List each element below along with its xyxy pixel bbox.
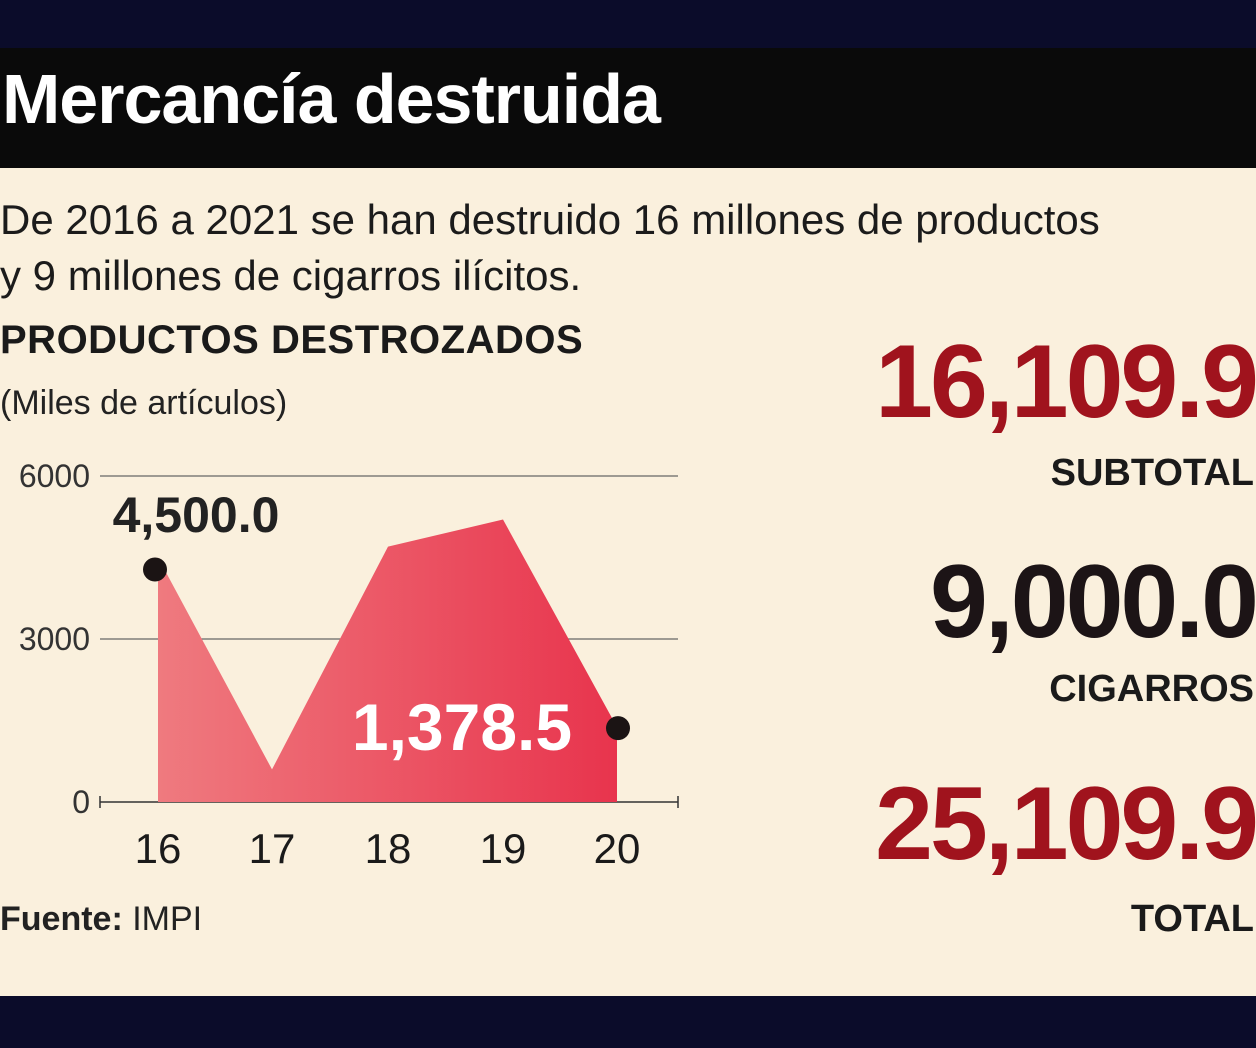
intro-line-1: De 2016 a 2021 se han destruido 16 millo… (0, 196, 1100, 243)
data-label: 4,500.0 (113, 487, 280, 543)
x-tick-label: 19 (480, 825, 527, 872)
page-title: Mercancía destruida (2, 60, 661, 138)
source-value: IMPI (132, 900, 203, 938)
area-chart: 0 3000 6000 16 17 18 19 20 4,500.0 1,378.5 (19, 458, 679, 872)
x-tick-label: 16 (135, 825, 182, 872)
source-note: Fuente: IMPI (0, 900, 202, 939)
area-fill (158, 519, 617, 802)
x-tick-label: 20 (594, 825, 641, 872)
data-label: 1,378.5 (352, 690, 572, 764)
data-point-marker (143, 557, 167, 582)
content-panel (0, 168, 1256, 996)
title-bar (0, 48, 1256, 168)
source-label: Fuente: (0, 900, 123, 938)
top-border (0, 0, 1256, 48)
cigarros-label: CIGARROS (1049, 668, 1254, 710)
x-tick-label: 17 (249, 825, 296, 872)
markers (143, 557, 630, 741)
subtotal-value: 16,109.9 (875, 324, 1256, 440)
data-point-marker (606, 716, 630, 741)
x-tick-label: 18 (365, 825, 412, 872)
area-series (158, 519, 617, 802)
chart-unit: (Miles de artículos) (0, 384, 288, 422)
total-value: 25,109.9 (875, 766, 1256, 882)
data-labels: 4,500.0 1,378.5 (113, 487, 573, 764)
y-tick-label: 3000 (19, 621, 90, 657)
subtotal-label: SUBTOTAL (1050, 452, 1254, 494)
intro-text: De 2016 a 2021 se han destruido 16 millo… (0, 192, 1230, 304)
cigarros-value: 9,000.0 (930, 544, 1256, 660)
y-tick-label: 6000 (19, 458, 90, 494)
chart-title: PRODUCTOS DESTROZADOS (0, 318, 584, 362)
bottom-border (0, 996, 1256, 1048)
total-label: TOTAL (1130, 898, 1254, 940)
y-tick-label: 0 (72, 784, 90, 820)
intro-line-2: y 9 millones de cigarros ilícitos. (0, 252, 582, 299)
axis-ticks: 0 3000 6000 16 17 18 19 20 (19, 458, 641, 872)
